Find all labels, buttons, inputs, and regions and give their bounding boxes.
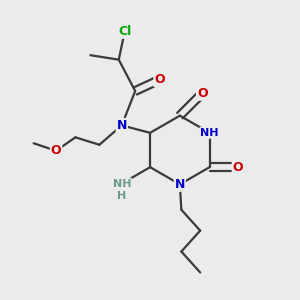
Text: Cl: Cl	[118, 25, 131, 38]
Text: NH: NH	[112, 178, 131, 189]
Text: N: N	[175, 178, 185, 191]
Text: N: N	[117, 119, 127, 132]
Text: NH: NH	[200, 128, 219, 138]
Text: O: O	[197, 87, 208, 100]
Text: O: O	[154, 73, 165, 86]
Text: H: H	[117, 190, 126, 200]
Text: O: O	[233, 161, 243, 174]
Text: O: O	[51, 144, 62, 157]
